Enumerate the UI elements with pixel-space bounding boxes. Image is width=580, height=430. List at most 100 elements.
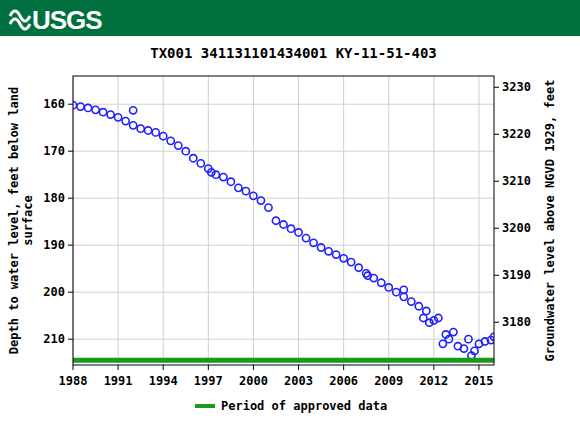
- data-point: [152, 129, 159, 136]
- data-point: [235, 184, 242, 191]
- data-point: [242, 188, 249, 195]
- header-band: [0, 0, 580, 36]
- tick-label: 2012: [419, 374, 448, 388]
- plot-frame: [73, 76, 494, 365]
- tick-label: 3180: [502, 315, 531, 329]
- data-point: [130, 122, 137, 129]
- tick: [494, 228, 499, 229]
- tick: [118, 365, 119, 370]
- data-point: [115, 114, 122, 121]
- data-point: [84, 104, 91, 111]
- grid-line: [73, 104, 494, 105]
- grid-line: [118, 76, 119, 365]
- data-point: [450, 329, 457, 336]
- grid-line: [478, 76, 479, 365]
- tick-label: 1988: [59, 374, 88, 388]
- tick-label: 1994: [149, 374, 178, 388]
- tick-label: 170: [43, 144, 65, 158]
- data-point: [423, 307, 430, 314]
- data-point: [435, 314, 442, 321]
- data-point: [355, 264, 362, 271]
- data-point: [471, 347, 478, 354]
- data-point: [378, 279, 385, 286]
- tick: [68, 245, 73, 246]
- data-point: [460, 345, 467, 352]
- logo-icon: [10, 11, 30, 29]
- axis-label: Groundwater level above NGVD 1929, feet: [543, 80, 557, 362]
- tick: [73, 365, 74, 370]
- data-point: [302, 235, 309, 242]
- data-point: [385, 284, 392, 291]
- tick-label: 2003: [284, 374, 313, 388]
- data-point: [257, 197, 264, 204]
- title: TX001 341131101434001 KY-11-51-403: [150, 45, 437, 61]
- tick: [494, 275, 499, 276]
- logo-wave: [10, 11, 30, 21]
- data-point: [408, 298, 415, 305]
- data-point: [250, 192, 257, 199]
- axis-label: Depth to water level, feet below landsur…: [7, 87, 35, 354]
- tick-label: 3200: [502, 221, 531, 235]
- data-point: [212, 171, 219, 178]
- data-point: [92, 106, 99, 113]
- data-point: [167, 137, 174, 144]
- data-point: [280, 221, 287, 228]
- tick: [478, 365, 479, 370]
- grid-line: [298, 76, 299, 365]
- tick: [68, 339, 73, 340]
- data-point: [107, 111, 114, 118]
- data-point: [137, 125, 144, 132]
- tick-label: 2009: [374, 374, 403, 388]
- grid-line: [388, 76, 389, 365]
- data-point: [370, 274, 377, 281]
- approved-period-line: [73, 358, 494, 363]
- data-point: [340, 255, 347, 262]
- data-point: [190, 155, 197, 162]
- tick: [68, 198, 73, 199]
- grid-line: [73, 151, 494, 152]
- background: [0, 0, 580, 430]
- tick: [494, 322, 499, 323]
- grid-line: [253, 76, 254, 365]
- legend-swatch: [195, 404, 215, 408]
- data-point: [122, 118, 129, 125]
- data-point: [265, 204, 272, 211]
- tick-label: 2015: [465, 374, 494, 388]
- data-point: [465, 336, 472, 343]
- tick: [343, 365, 344, 370]
- tick-label: 3220: [502, 127, 531, 141]
- data-point: [415, 303, 422, 310]
- data-point: [73, 102, 77, 109]
- data-point: [77, 103, 84, 110]
- tick-label: 200: [43, 285, 65, 299]
- grid-line: [73, 339, 494, 340]
- data-point: [333, 251, 340, 258]
- grid-line: [163, 76, 164, 365]
- tick: [433, 365, 434, 370]
- data-point: [317, 244, 324, 251]
- tick-label: 160: [43, 97, 65, 111]
- tick: [298, 365, 299, 370]
- axis-label-line: surface: [21, 195, 35, 246]
- tick: [208, 365, 209, 370]
- data-point: [400, 286, 407, 293]
- tick: [68, 104, 73, 105]
- grid-line: [73, 198, 494, 199]
- tick: [163, 365, 164, 370]
- tick-label: 190: [43, 238, 65, 252]
- grid-line: [73, 292, 494, 293]
- data-point: [145, 127, 152, 134]
- tick: [68, 151, 73, 152]
- axis-label-line: Depth to water level, feet below land: [7, 87, 21, 354]
- data-point: [310, 239, 317, 246]
- data-point: [272, 217, 279, 224]
- tick-label: 210: [43, 332, 65, 346]
- data-point: [287, 225, 294, 232]
- data-point: [393, 289, 400, 296]
- tick: [494, 181, 499, 182]
- tick: [68, 292, 73, 293]
- data-point: [295, 229, 302, 236]
- logo-text: USGS: [32, 5, 102, 35]
- data-point: [220, 173, 227, 180]
- tick-label: 2006: [329, 374, 358, 388]
